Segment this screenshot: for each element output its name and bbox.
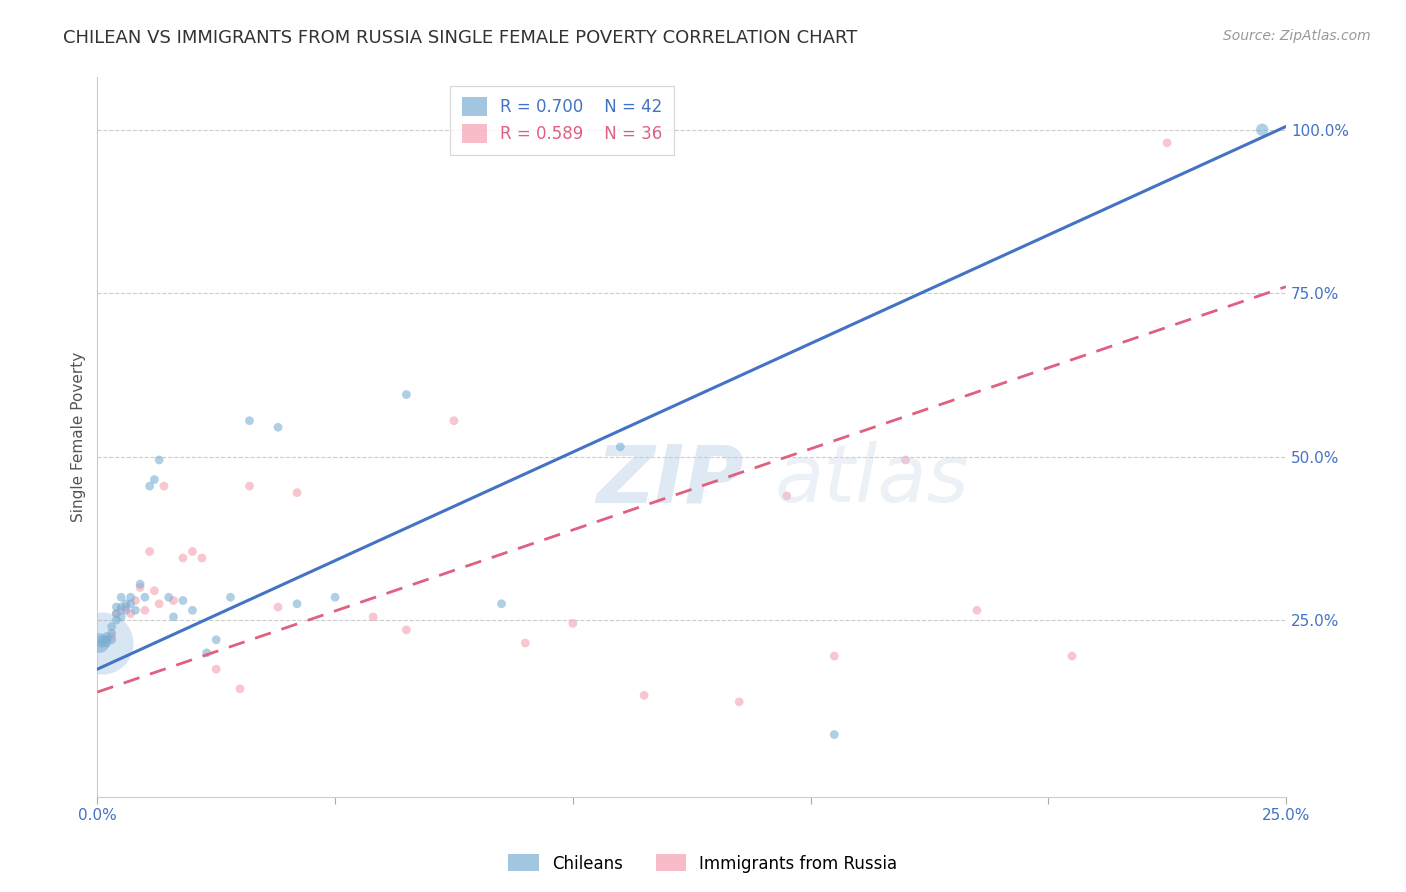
Immigrants from Russia	[633, 689, 655, 703]
Immigrants from Russia	[285, 485, 308, 500]
Chileans	[195, 646, 218, 660]
Chileans	[100, 626, 122, 640]
Immigrants from Russia	[267, 600, 290, 615]
Immigrants from Russia	[894, 453, 917, 467]
Chileans	[115, 597, 138, 611]
Immigrants from Russia	[91, 636, 114, 650]
Chileans	[91, 636, 114, 650]
Immigrants from Russia	[124, 593, 146, 607]
Chileans	[120, 597, 142, 611]
Chileans	[100, 620, 122, 634]
Immigrants from Russia	[191, 551, 214, 566]
Chileans	[285, 597, 308, 611]
Immigrants from Russia	[776, 489, 799, 503]
Chileans	[157, 591, 180, 605]
Immigrants from Russia	[1156, 136, 1178, 150]
Immigrants from Russia	[153, 479, 176, 493]
Immigrants from Russia	[205, 662, 228, 676]
Immigrants from Russia	[728, 695, 751, 709]
Chileans	[129, 577, 152, 591]
Immigrants from Russia	[823, 649, 845, 664]
Chileans	[143, 473, 166, 487]
Immigrants from Russia	[172, 551, 194, 566]
Chileans	[96, 632, 118, 647]
Chileans	[91, 632, 114, 647]
Chileans	[89, 636, 111, 650]
Chileans	[238, 414, 260, 428]
Legend: Chileans, Immigrants from Russia: Chileans, Immigrants from Russia	[502, 847, 904, 880]
Chileans	[100, 632, 122, 647]
Chileans	[609, 440, 631, 454]
Chileans	[105, 600, 128, 615]
Y-axis label: Single Female Poverty: Single Female Poverty	[72, 352, 86, 522]
Chileans	[172, 593, 194, 607]
Chileans	[134, 591, 156, 605]
Immigrants from Russia	[148, 597, 170, 611]
Chileans	[205, 632, 228, 647]
Immigrants from Russia	[110, 603, 132, 617]
Immigrants from Russia	[443, 414, 465, 428]
Chileans	[491, 597, 513, 611]
Immigrants from Russia	[361, 610, 384, 624]
Immigrants from Russia	[120, 607, 142, 621]
Chileans	[96, 636, 118, 650]
Immigrants from Russia	[134, 603, 156, 617]
Immigrants from Russia	[561, 616, 583, 631]
Chileans	[148, 453, 170, 467]
Chileans	[219, 591, 242, 605]
Immigrants from Russia	[129, 581, 152, 595]
Text: CHILEAN VS IMMIGRANTS FROM RUSSIA SINGLE FEMALE POVERTY CORRELATION CHART: CHILEAN VS IMMIGRANTS FROM RUSSIA SINGLE…	[63, 29, 858, 46]
Immigrants from Russia	[115, 600, 138, 615]
Immigrants from Russia	[515, 636, 537, 650]
Immigrants from Russia	[100, 630, 122, 644]
Immigrants from Russia	[238, 479, 260, 493]
Chileans	[181, 603, 204, 617]
Chileans	[105, 613, 128, 627]
Immigrants from Russia	[181, 544, 204, 558]
Chileans	[323, 591, 346, 605]
Legend: R = 0.700    N = 42, R = 0.589    N = 36: R = 0.700 N = 42, R = 0.589 N = 36	[450, 86, 675, 155]
Chileans	[115, 603, 138, 617]
Chileans	[124, 603, 146, 617]
Immigrants from Russia	[96, 632, 118, 647]
Chileans	[120, 591, 142, 605]
Immigrants from Russia	[162, 593, 184, 607]
Chileans	[823, 727, 845, 741]
Chileans	[110, 591, 132, 605]
Immigrants from Russia	[229, 681, 252, 696]
Immigrants from Russia	[1060, 649, 1083, 664]
Immigrants from Russia	[966, 603, 988, 617]
Text: ZIP: ZIP	[596, 442, 744, 519]
Chileans	[1251, 122, 1274, 136]
Immigrants from Russia	[105, 607, 128, 621]
Immigrants from Russia	[395, 623, 418, 637]
Chileans	[267, 420, 290, 434]
Point	[91, 636, 114, 650]
Chileans	[105, 607, 128, 621]
Chileans	[96, 630, 118, 644]
Chileans	[110, 610, 132, 624]
Text: Source: ZipAtlas.com: Source: ZipAtlas.com	[1223, 29, 1371, 43]
Chileans	[110, 600, 132, 615]
Chileans	[93, 632, 115, 647]
Chileans	[395, 387, 418, 401]
Chileans	[138, 479, 160, 493]
Text: atlas: atlas	[775, 442, 970, 519]
Immigrants from Russia	[138, 544, 160, 558]
Chileans	[162, 610, 184, 624]
Immigrants from Russia	[143, 583, 166, 598]
